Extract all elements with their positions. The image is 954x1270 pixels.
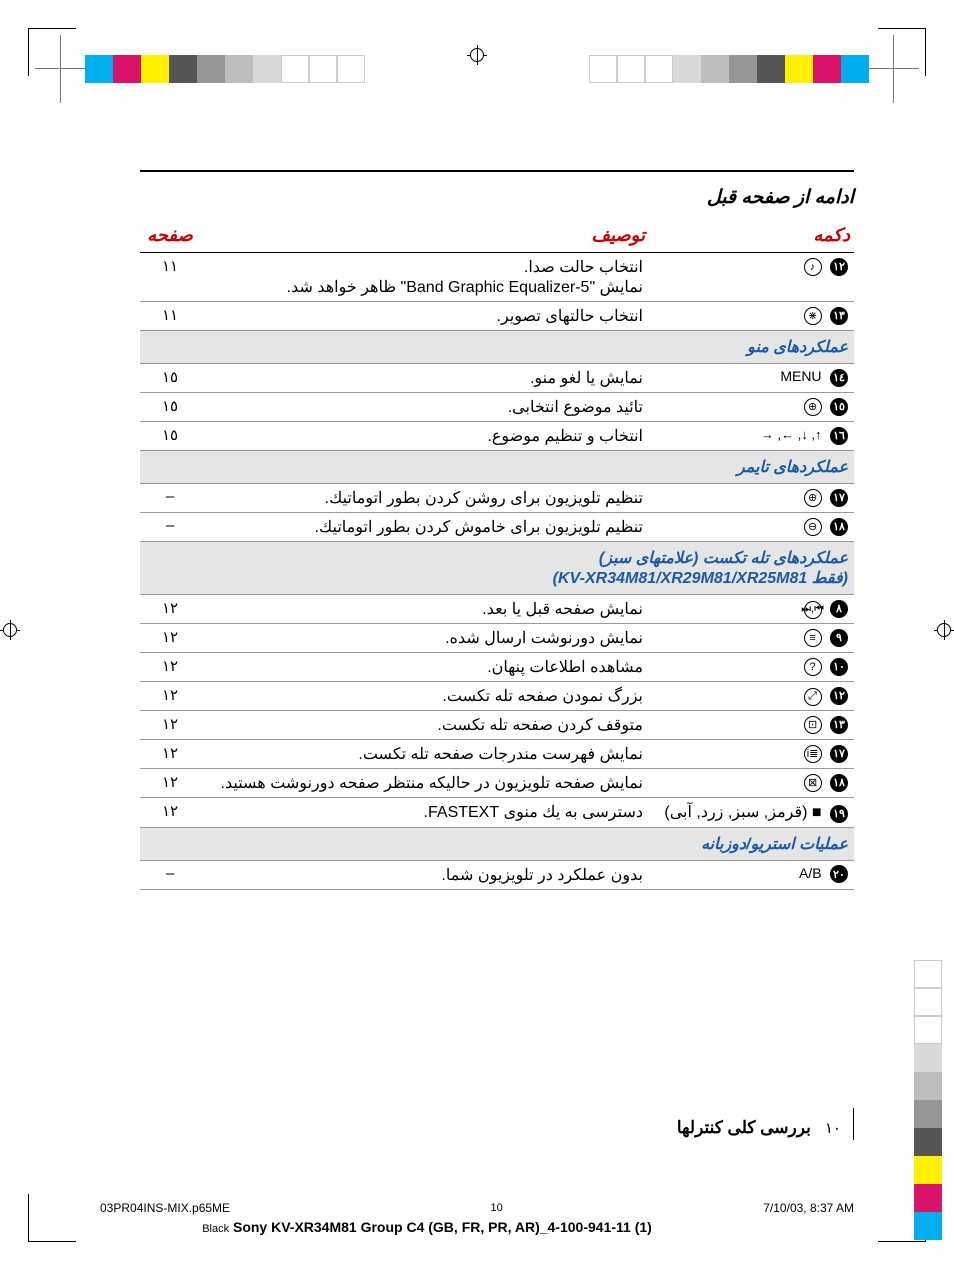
page-cell: ١٢ [140,740,200,769]
table-row: ١٤ MENUنمایش یا لغو منو.١٥ [140,364,854,393]
trim-line [60,35,61,103]
button-cell: ١٨ ⊖ [649,513,854,542]
header-desc: توصیف [200,219,649,253]
button-cell: ١٦ ↑, ↓, ←, → [649,422,854,451]
button-cell: ١٥ ⊕ [649,393,854,422]
section-row: عملیات استریو/دوزبانه [140,827,854,860]
page-cell: ١١ [140,253,200,302]
ink-black-label: Black [202,1223,229,1235]
table-row: ١٢ ⤢بزرگ نمودن صفحه تله تکست.١٢ [140,682,854,711]
desc-cell: نمایش یا لغو منو. [200,364,649,393]
desc-cell: نمایش فهرست مندرجات صفحه تله تکست. [200,740,649,769]
button-cell: ١٠ ? [649,653,854,682]
desc-cell: تنظیم تلویزیون برای خاموش کردن بطور اتوم… [200,513,649,542]
print-meta: 03PR04INS-MIX.p65ME 10 7/10/03, 8:37 AM [100,1201,854,1215]
page-cell: ١٥ [140,422,200,451]
controls-table: دکمه توصیف صفحه ١٢ ♪انتخاب حالت صدا.نمای… [140,219,854,890]
table-row: ١٣ ⋇انتخاب حالتهای تصویر.١١ [140,302,854,331]
chapter-title: بررسی کلی کنترلها [677,1118,811,1138]
section-heading: عملیات استریو/دوزبانه [140,827,854,860]
table-row: ١٨ ⊖تنظیم تلویزیون برای خاموش کردن بطور … [140,513,854,542]
registration-mark-top [467,45,487,65]
print-model-line: Black Sony KV-XR34M81 Group C4 (GB, FR, … [0,1219,854,1235]
button-cell: ١٤ MENU [649,364,854,393]
page-cell: ١٢ [140,798,200,828]
page-cell: ١٢ [140,624,200,653]
table-row: ٨ ⏮,⏭نمایش صفحه قبل یا بعد.١٢ [140,595,854,624]
header-page: صفحه [140,219,200,253]
page-cell: ١٢ [140,653,200,682]
desc-cell: متوقف کردن صفحه تله تکست. [200,711,649,740]
color-bar-top-left [85,55,365,83]
page-cell: ١٢ [140,595,200,624]
page-footer: ١٠ بررسی کلی کنترلها [140,1108,854,1140]
table-row: ١٧ ⊕تنظیم تلویزیون برای روشن کردن بطور ا… [140,484,854,513]
desc-cell: بزرگ نمودن صفحه تله تکست. [200,682,649,711]
source-file: 03PR04INS-MIX.p65ME [100,1201,230,1215]
desc-cell: انتخاب حالتهای تصویر. [200,302,649,331]
button-cell: ٢٠ A/B [649,860,854,889]
table-row: ١٨ ⊠نمایش صفحه تلویزیون در حالیکه منتظر … [140,769,854,798]
page-cell: – [140,860,200,889]
desc-cell: انتخاب حالت صدا.نمایش "5-Band Graphic Eq… [200,253,649,302]
section-row: عملکردهای تله تکست (علامتهای سبز)(فقط KV… [140,542,854,595]
button-cell: ١٧ ≣i [649,740,854,769]
desc-cell: مشاهده اطلاعات پنهان. [200,653,649,682]
page-cell: – [140,513,200,542]
header-button: دکمه [649,219,854,253]
table-row: ١٧ ≣iنمایش فهرست مندرجات صفحه تله تکست.١… [140,740,854,769]
button-cell: ٨ ⏮,⏭ [649,595,854,624]
section-heading: عملکردهای منو [140,331,854,364]
desc-cell: نمایش دورنوشت ارسال شده. [200,624,649,653]
page-cell: ١٢ [140,711,200,740]
desc-cell: نمایش صفحه تلویزیون در حالیکه منتظر صفحه… [200,769,649,798]
section-row: عملکردهای تایمر [140,451,854,484]
print-page-num: 10 [491,1202,503,1214]
section-row: عملکردهای منو [140,331,854,364]
section-heading: عملکردهای تایمر [140,451,854,484]
model-string: Sony KV-XR34M81 Group C4 (GB, FR, PR, AR… [233,1219,652,1235]
table-row: ١٦ ↑, ↓, ←, →انتخاب و تنظیم موضوع.١٥ [140,422,854,451]
desc-cell: نمایش صفحه قبل یا بعد. [200,595,649,624]
page-content: ادامه از صفحه قبل دکمه توصیف صفحه ١٢ ♪ان… [140,170,854,890]
button-cell: ١٢ ♪ [649,253,854,302]
desc-cell: تنظیم تلویزیون برای روشن کردن بطور اتوما… [200,484,649,513]
color-bar-side-right [914,960,942,1240]
button-cell: ١٨ ⊠ [649,769,854,798]
page-number: ١٠ [825,1119,841,1137]
button-cell: ٩ ≡ [649,624,854,653]
page-cell: ١٢ [140,769,200,798]
table-row: ٩ ≡نمایش دورنوشت ارسال شده.١٢ [140,624,854,653]
table-row: ١٢ ♪انتخاب حالت صدا.نمایش "5-Band Graphi… [140,253,854,302]
page-cell: ١٢ [140,682,200,711]
color-bar-top-right [589,55,869,83]
desc-cell: تائید موضوع انتخابی. [200,393,649,422]
button-cell: ١٣ ⊡ [649,711,854,740]
trim-line [893,35,894,103]
table-row: ١٥ ⊕تائید موضوع انتخابی.١٥ [140,393,854,422]
section-heading: عملکردهای تله تکست (علامتهای سبز)(فقط KV… [140,542,854,595]
button-cell: ١٩ ■ (قرمز, سبز, زرد, آبی) [649,798,854,828]
page-cell: ١١ [140,302,200,331]
page-cell: ١٥ [140,364,200,393]
table-row: ١٣ ⊡متوقف کردن صفحه تله تکست.١٢ [140,711,854,740]
table-row: ١٩ ■ (قرمز, سبز, زرد, آبی)دسترسی به یك م… [140,798,854,828]
desc-cell: انتخاب و تنظیم موضوع. [200,422,649,451]
button-cell: ١٢ ⤢ [649,682,854,711]
registration-mark-right [934,620,954,640]
print-timestamp: 7/10/03, 8:37 AM [763,1201,854,1215]
table-row: ٢٠ A/Bبدون عملکرد در تلویزیون شما.– [140,860,854,889]
desc-cell: بدون عملکرد در تلویزیون شما. [200,860,649,889]
table-row: ١٠ ?مشاهده اطلاعات پنهان.١٢ [140,653,854,682]
page-cell: – [140,484,200,513]
page-cell: ١٥ [140,393,200,422]
button-cell: ١٣ ⋇ [649,302,854,331]
continued-heading: ادامه از صفحه قبل [140,172,854,219]
button-cell: ١٧ ⊕ [649,484,854,513]
desc-cell: دسترسی به یك منوی FASTEXT. [200,798,649,828]
registration-mark-left [0,620,20,640]
